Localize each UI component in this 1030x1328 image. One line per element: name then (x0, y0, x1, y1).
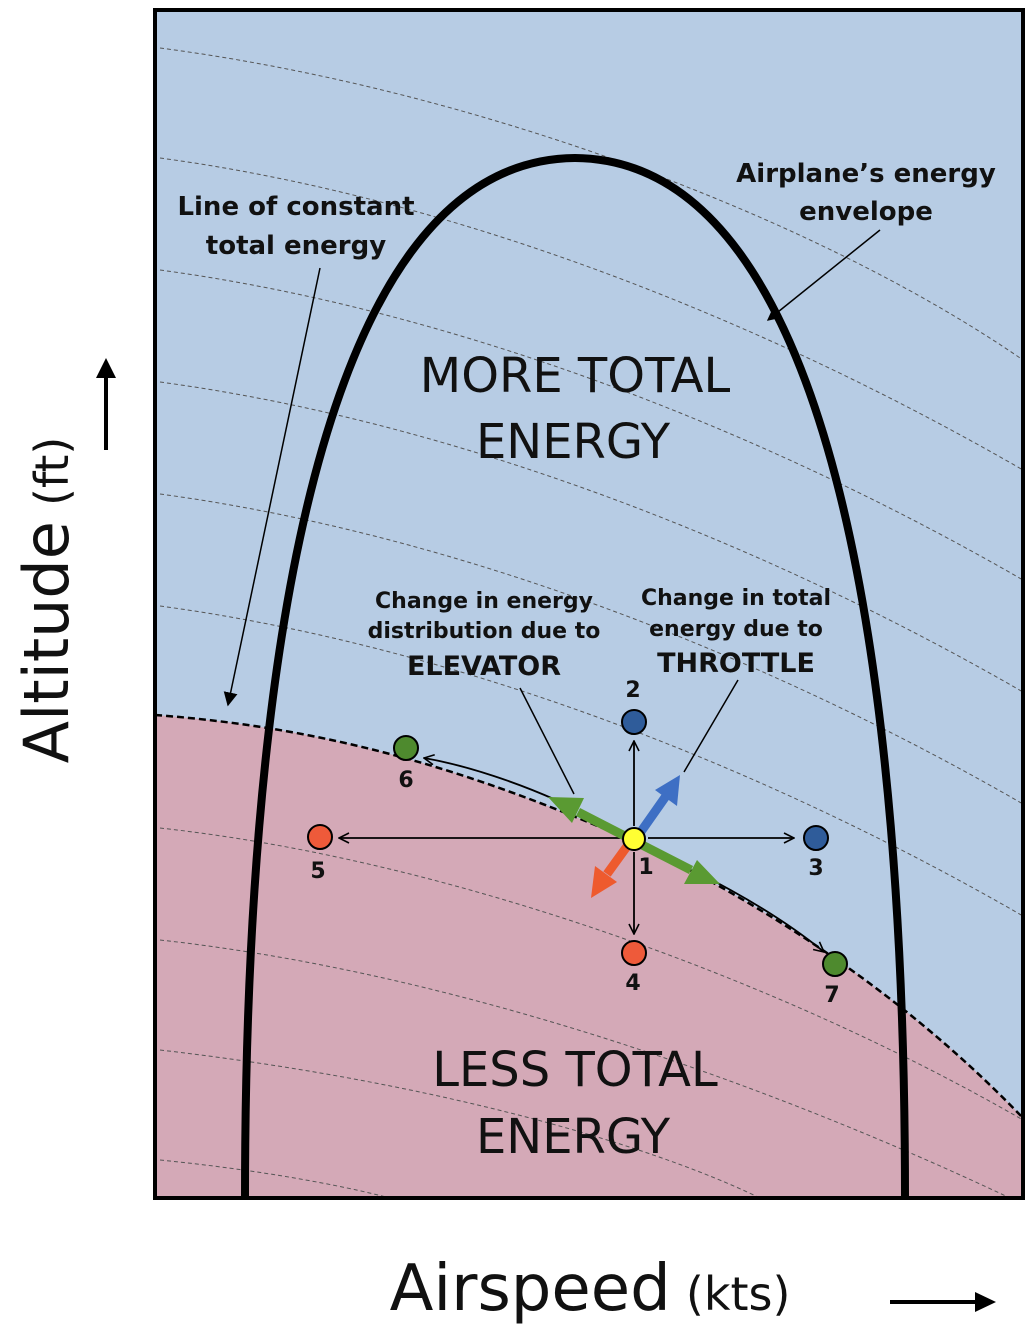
point-2-label: 2 (625, 678, 640, 703)
y-axis-unit: (ft) (25, 437, 79, 506)
constant-energy-annotation-line2: total energy (206, 231, 386, 261)
arrow-to-7 (711, 879, 824, 952)
y-axis-title: Altitude (10, 521, 83, 763)
energy-envelope (241, 153, 909, 1198)
x-axis-label: Airspeed (kts) (390, 1252, 791, 1326)
throttle-annotation-line2: energy due to (649, 617, 823, 642)
point-4 (621, 940, 647, 966)
point-5 (307, 824, 333, 850)
constant-energy-lines (159, 47, 1023, 1198)
envelope-annotation-line2: envelope (799, 197, 933, 227)
less-energy-label-line2: ENERGY (476, 1109, 671, 1165)
elevator-pointer (519, 687, 575, 795)
less-energy-region (155, 715, 1023, 1198)
envelope-pointer (766, 229, 881, 321)
elevator-annotation-line3: ELEVATOR (407, 651, 561, 682)
throttle-pointer (683, 679, 739, 773)
elevator-annotation-line2: distribution due to (368, 619, 601, 644)
decrease-arrow (591, 842, 632, 898)
point-1-label: 1 (638, 855, 653, 880)
less-energy-label-line1: LESS TOTAL (432, 1042, 718, 1098)
point-3-label: 3 (808, 856, 823, 881)
plot-frame (153, 8, 1025, 1200)
throttle-annotation-line3: THROTTLE (657, 648, 815, 679)
more-energy-label-line2: ENERGY (476, 414, 671, 470)
more-energy-label-line1: MORE TOTAL (420, 348, 731, 404)
arrow-to-6 (424, 758, 557, 801)
throttle-arrow (636, 775, 680, 836)
point-7-label: 7 (824, 983, 839, 1008)
point-1 (622, 827, 646, 851)
x-axis-unit: (kts) (686, 1267, 791, 1321)
x-axis-title: Airspeed (390, 1252, 671, 1326)
envelope-annotation-line1: Airplane’s energy (736, 159, 996, 189)
state-change-arrows (339, 741, 824, 952)
points (307, 709, 848, 977)
y-axis-label: Altitude (ft) (10, 437, 83, 764)
point-6-label: 6 (398, 768, 413, 793)
point-2 (621, 709, 647, 735)
point-4-label: 4 (625, 971, 640, 996)
elevator-annotation-line1: Change in energy (375, 589, 593, 614)
point-7 (822, 951, 848, 977)
point-5-label: 5 (310, 859, 325, 884)
svg-text:Altitude (ft): Altitude (ft) (10, 437, 83, 764)
constant-energy-pointer (223, 267, 321, 707)
point-6 (393, 735, 419, 761)
point-3 (803, 825, 829, 851)
x-axis-arrow (890, 1292, 996, 1312)
y-axis-arrow (96, 358, 116, 450)
constant-energy-annotation-line1: Line of constant (177, 192, 414, 222)
throttle-annotation-line1: Change in total (641, 586, 831, 611)
